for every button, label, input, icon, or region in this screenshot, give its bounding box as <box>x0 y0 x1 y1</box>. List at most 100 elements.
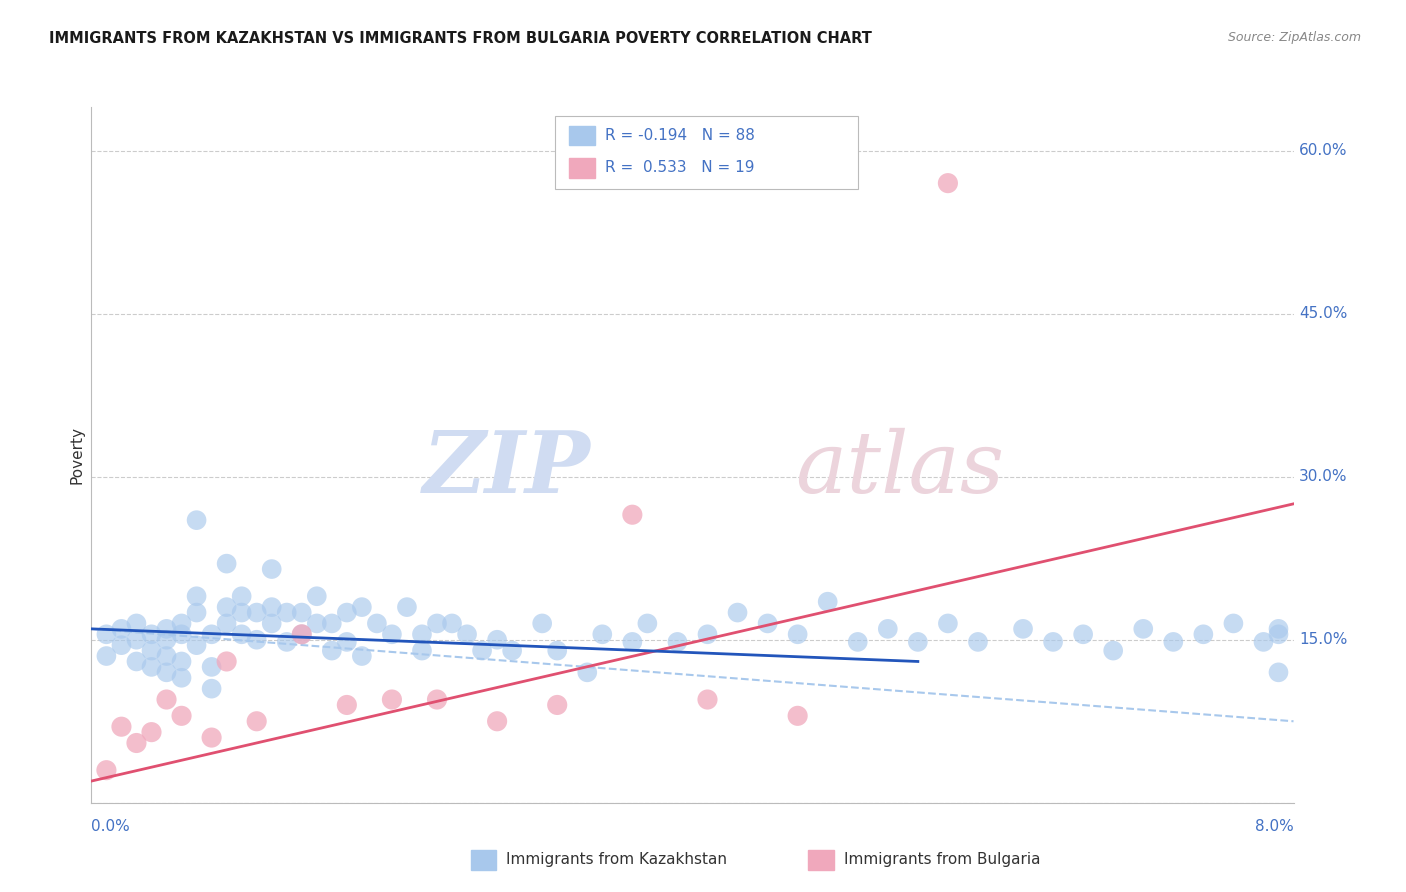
Point <box>215 600 238 615</box>
Point <box>321 643 343 657</box>
Point <box>786 708 808 723</box>
Point <box>125 632 148 647</box>
Point <box>426 692 449 706</box>
Point <box>141 725 163 739</box>
Point <box>96 648 118 663</box>
Point <box>291 627 314 641</box>
Point <box>186 638 208 652</box>
Text: Immigrants from Kazakhstan: Immigrants from Kazakhstan <box>506 853 727 867</box>
Point <box>486 714 509 729</box>
Point <box>155 692 177 706</box>
Text: 30.0%: 30.0% <box>1299 469 1347 484</box>
Point <box>336 635 359 649</box>
Point <box>215 616 238 631</box>
Point <box>291 606 314 620</box>
Point <box>756 616 779 631</box>
Point <box>125 736 148 750</box>
Point <box>321 616 343 631</box>
Point <box>876 622 898 636</box>
Point <box>1071 627 1094 641</box>
Point <box>155 665 177 680</box>
Point <box>696 627 718 641</box>
Point <box>621 635 644 649</box>
Point <box>846 635 869 649</box>
Point <box>486 632 509 647</box>
Text: 0.0%: 0.0% <box>91 819 131 834</box>
Point <box>576 665 599 680</box>
Point <box>456 627 478 641</box>
Point <box>336 698 359 712</box>
Point <box>201 627 224 641</box>
Text: Source: ZipAtlas.com: Source: ZipAtlas.com <box>1227 31 1361 45</box>
Text: IMMIGRANTS FROM KAZAKHSTAN VS IMMIGRANTS FROM BULGARIA POVERTY CORRELATION CHART: IMMIGRANTS FROM KAZAKHSTAN VS IMMIGRANTS… <box>49 31 872 46</box>
Text: 8.0%: 8.0% <box>1254 819 1294 834</box>
Text: ZIP: ZIP <box>422 427 591 510</box>
Point <box>231 589 253 603</box>
Point <box>727 606 749 620</box>
Point <box>186 589 208 603</box>
Point <box>305 589 328 603</box>
Text: 15.0%: 15.0% <box>1299 632 1347 648</box>
Point <box>967 635 990 649</box>
Point <box>1267 627 1289 641</box>
Point <box>125 616 148 631</box>
Point <box>666 635 689 649</box>
Point <box>411 627 433 641</box>
Text: Immigrants from Bulgaria: Immigrants from Bulgaria <box>844 853 1040 867</box>
Text: 45.0%: 45.0% <box>1299 306 1347 321</box>
Point <box>395 600 418 615</box>
Point <box>1102 643 1125 657</box>
Point <box>186 606 208 620</box>
Text: atlas: atlas <box>794 427 1004 510</box>
Point <box>381 692 404 706</box>
Point <box>471 643 494 657</box>
Point <box>546 698 568 712</box>
Point <box>366 616 388 631</box>
Y-axis label: Poverty: Poverty <box>69 425 84 484</box>
Point <box>501 643 523 657</box>
Point <box>276 635 298 649</box>
Point <box>350 600 373 615</box>
Text: R =  0.533   N = 19: R = 0.533 N = 19 <box>605 161 754 175</box>
Point <box>170 671 193 685</box>
Point <box>155 632 177 647</box>
Point <box>936 176 959 190</box>
Point <box>426 616 449 631</box>
Text: R = -0.194   N = 88: R = -0.194 N = 88 <box>605 128 755 143</box>
Point <box>170 616 193 631</box>
Point <box>305 616 328 631</box>
Point <box>1253 635 1275 649</box>
Point <box>411 643 433 657</box>
Point <box>336 606 359 620</box>
Point <box>96 763 118 777</box>
Point <box>246 714 269 729</box>
Point <box>1267 665 1289 680</box>
Point <box>440 616 463 631</box>
Point <box>215 557 238 571</box>
Point <box>201 681 224 696</box>
Point <box>96 627 118 641</box>
Point <box>1012 622 1035 636</box>
Point <box>817 595 839 609</box>
Point <box>170 708 193 723</box>
Point <box>246 632 269 647</box>
Point <box>1267 622 1289 636</box>
Point <box>591 627 613 641</box>
Point <box>291 627 314 641</box>
Point <box>1042 635 1064 649</box>
Point <box>231 627 253 641</box>
Point <box>276 606 298 620</box>
Point <box>260 616 283 631</box>
Point <box>231 606 253 620</box>
Point <box>350 648 373 663</box>
Point <box>141 660 163 674</box>
Point <box>936 616 959 631</box>
Point <box>786 627 808 641</box>
Point <box>546 643 568 657</box>
Point <box>170 655 193 669</box>
Point <box>170 627 193 641</box>
Point <box>201 660 224 674</box>
Point <box>1192 627 1215 641</box>
Point <box>125 655 148 669</box>
Point <box>381 627 404 641</box>
